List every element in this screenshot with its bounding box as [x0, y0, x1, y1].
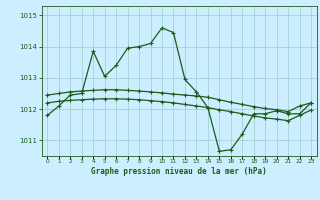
X-axis label: Graphe pression niveau de la mer (hPa): Graphe pression niveau de la mer (hPa) — [91, 167, 267, 176]
